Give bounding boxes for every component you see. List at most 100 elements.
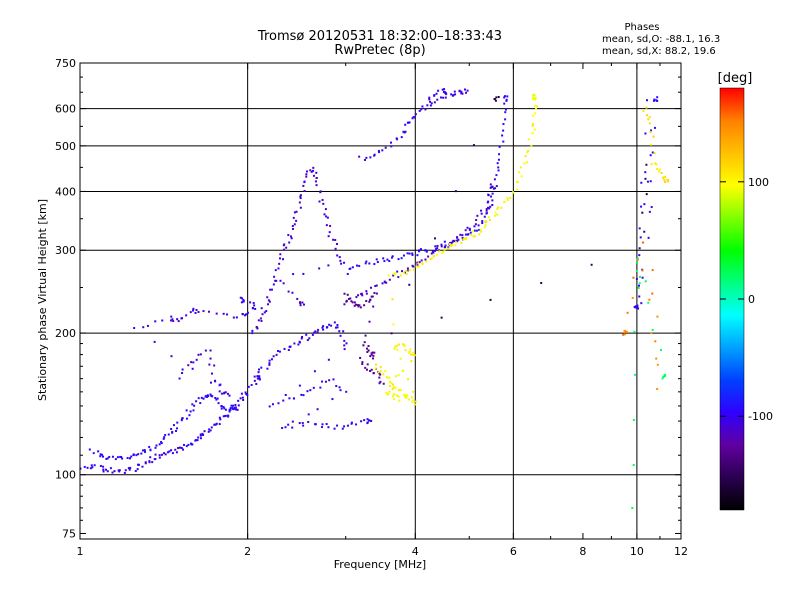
echo-point [535, 105, 538, 108]
echo-point [366, 421, 369, 424]
echo-point [365, 290, 368, 293]
echo-point [324, 208, 327, 211]
echo-point [364, 262, 367, 265]
echo-point [160, 453, 163, 456]
y-tick-label: 300 [55, 244, 76, 257]
echo-point [534, 98, 537, 101]
echo-point [497, 206, 500, 209]
echo-point [497, 166, 500, 169]
echo-point [420, 259, 423, 262]
echo-point [373, 351, 376, 354]
y-tick-label: 100 [55, 469, 76, 482]
echo-point [498, 153, 501, 156]
echo-point [365, 260, 368, 263]
echo-point [382, 257, 385, 260]
echo-point [485, 209, 488, 212]
echo-point [232, 404, 235, 407]
echo-point [418, 250, 421, 253]
echo-point [403, 344, 406, 347]
echo-point [348, 297, 351, 300]
echo-point [328, 231, 331, 234]
echo-point [540, 281, 543, 284]
echo-point [222, 406, 225, 409]
echo-point [432, 255, 435, 258]
echo-point [263, 311, 266, 314]
echo-point [444, 96, 447, 99]
echo-point [465, 238, 468, 241]
echo-point [378, 151, 381, 154]
echo-point [223, 392, 226, 395]
echo-point [459, 233, 462, 236]
echo-point [404, 395, 407, 398]
echo-point [168, 450, 171, 453]
echo-point [256, 377, 259, 380]
echo-point [461, 234, 464, 237]
echo-point [394, 273, 397, 276]
echo-point [535, 107, 538, 110]
y-tick-label: 500 [55, 140, 76, 153]
echo-point [413, 354, 416, 357]
echo-point [457, 238, 460, 241]
echo-point [390, 381, 393, 384]
echo-point [199, 353, 202, 356]
echo-point [519, 166, 522, 169]
echo-point [402, 343, 405, 346]
echo-point [218, 416, 221, 419]
echo-point [485, 208, 488, 211]
echo-point [353, 301, 356, 304]
echo-point [625, 330, 628, 333]
echo-point [474, 235, 477, 238]
echo-point [137, 463, 140, 466]
echo-point [229, 408, 232, 411]
echo-point [170, 315, 173, 318]
echo-point [246, 311, 249, 314]
echo-point [187, 443, 190, 446]
echo-point [191, 367, 194, 370]
echo-point [532, 114, 535, 117]
echo-point [427, 255, 430, 258]
echo-point [370, 419, 373, 422]
echo-point [258, 376, 261, 379]
echo-point [343, 344, 346, 347]
echo-point [290, 237, 293, 240]
echo-point [123, 471, 126, 474]
echo-point [154, 446, 157, 449]
echo-point [203, 430, 206, 433]
echo-point [170, 449, 173, 452]
echo-point [478, 233, 481, 236]
y-axis-ticks: 75 100 200 300 400 500 600 750 [55, 57, 681, 540]
echo-point [414, 113, 417, 116]
echo-point [516, 188, 519, 191]
echo-point [206, 394, 209, 397]
echo-point [664, 175, 667, 178]
echo-point [170, 355, 173, 358]
echo-point [89, 467, 92, 470]
echo-point [270, 358, 273, 361]
echo-point [343, 303, 346, 306]
echo-point [99, 464, 102, 467]
echo-point [405, 395, 408, 398]
echo-point [365, 300, 368, 303]
echo-point [310, 170, 313, 173]
echo-point [188, 414, 191, 417]
echo-point [270, 288, 273, 291]
echo-point [192, 361, 195, 364]
echo-point [191, 403, 194, 406]
echo-point [318, 200, 321, 203]
echo-point [211, 395, 214, 398]
echo-point [209, 393, 212, 396]
echo-point [483, 215, 486, 218]
echo-point [481, 222, 484, 225]
echo-point [531, 124, 534, 127]
echo-point [435, 92, 438, 95]
echo-point [299, 301, 302, 304]
x-tick-label: 8 [579, 545, 586, 558]
echo-point [328, 323, 331, 326]
echo-point [172, 320, 175, 323]
echo-point [494, 99, 497, 102]
echo-point [192, 309, 195, 312]
echo-point [636, 261, 639, 264]
echo-point [389, 141, 392, 144]
echo-point [447, 246, 450, 249]
echo-point [232, 316, 235, 319]
